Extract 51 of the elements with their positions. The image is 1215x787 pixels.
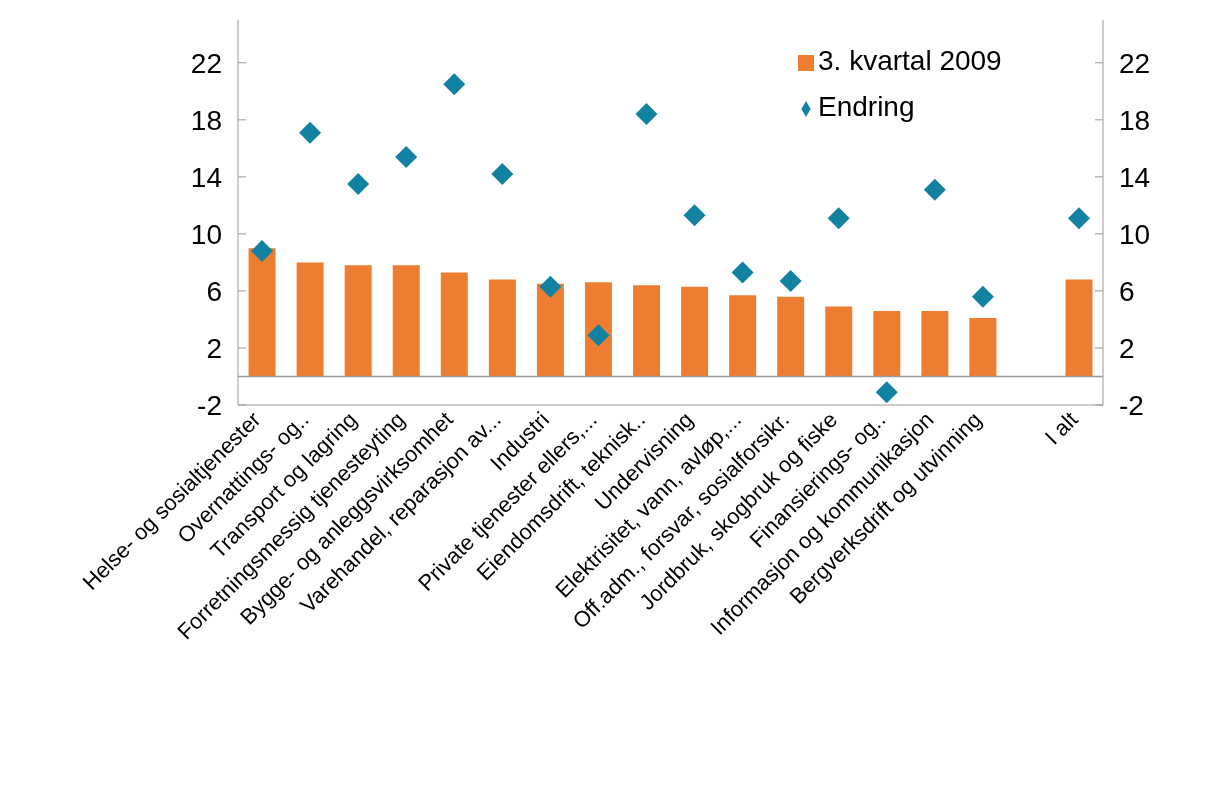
bar	[440, 272, 468, 377]
point	[347, 172, 370, 195]
bar	[296, 262, 324, 377]
x-tick-label: I alt	[1039, 406, 1083, 450]
bar	[488, 279, 516, 377]
bar	[777, 296, 805, 377]
bar	[392, 265, 420, 377]
point	[683, 204, 706, 227]
bar	[825, 306, 853, 377]
y2-tick-label: 2	[1119, 332, 1135, 364]
bar	[584, 282, 612, 377]
bar	[1065, 279, 1093, 377]
point	[731, 261, 754, 284]
point	[635, 103, 658, 126]
y-tick-label: 22	[190, 47, 222, 79]
y-tick-label: 6	[206, 275, 222, 307]
point	[299, 121, 322, 144]
legend-label: Endring	[818, 91, 915, 122]
point	[827, 207, 850, 230]
point	[491, 163, 514, 185]
point	[1067, 207, 1090, 230]
point	[251, 240, 274, 262]
bar	[729, 295, 757, 377]
bar	[969, 318, 997, 377]
y-tick-label: 18	[190, 104, 222, 136]
point	[395, 145, 418, 168]
bar	[248, 248, 276, 377]
point	[971, 285, 994, 308]
bar	[344, 265, 372, 377]
y2-tick-label: 6	[1119, 275, 1135, 307]
y-tick-label: 2	[206, 332, 222, 364]
point	[539, 275, 562, 298]
bar	[873, 310, 901, 377]
y-tick-label: 10	[190, 218, 222, 250]
y2-tick-label: 14	[1119, 161, 1151, 193]
y2-tick-label: 22	[1119, 47, 1151, 79]
bar	[681, 286, 709, 377]
y2-tick-label: 18	[1119, 104, 1151, 136]
point	[875, 381, 898, 404]
bar	[633, 285, 661, 377]
legend-label: 3. kvartal 2009	[818, 45, 1002, 76]
point	[587, 324, 610, 347]
point	[923, 178, 946, 201]
y2-tick-label: 10	[1119, 218, 1151, 250]
point	[779, 269, 802, 292]
y-tick-label: 14	[190, 161, 222, 193]
bar	[536, 283, 564, 377]
point	[443, 73, 466, 96]
y2-tick-label: -2	[1119, 389, 1144, 421]
y-tick-label: -2	[197, 389, 222, 421]
bar	[921, 310, 949, 377]
